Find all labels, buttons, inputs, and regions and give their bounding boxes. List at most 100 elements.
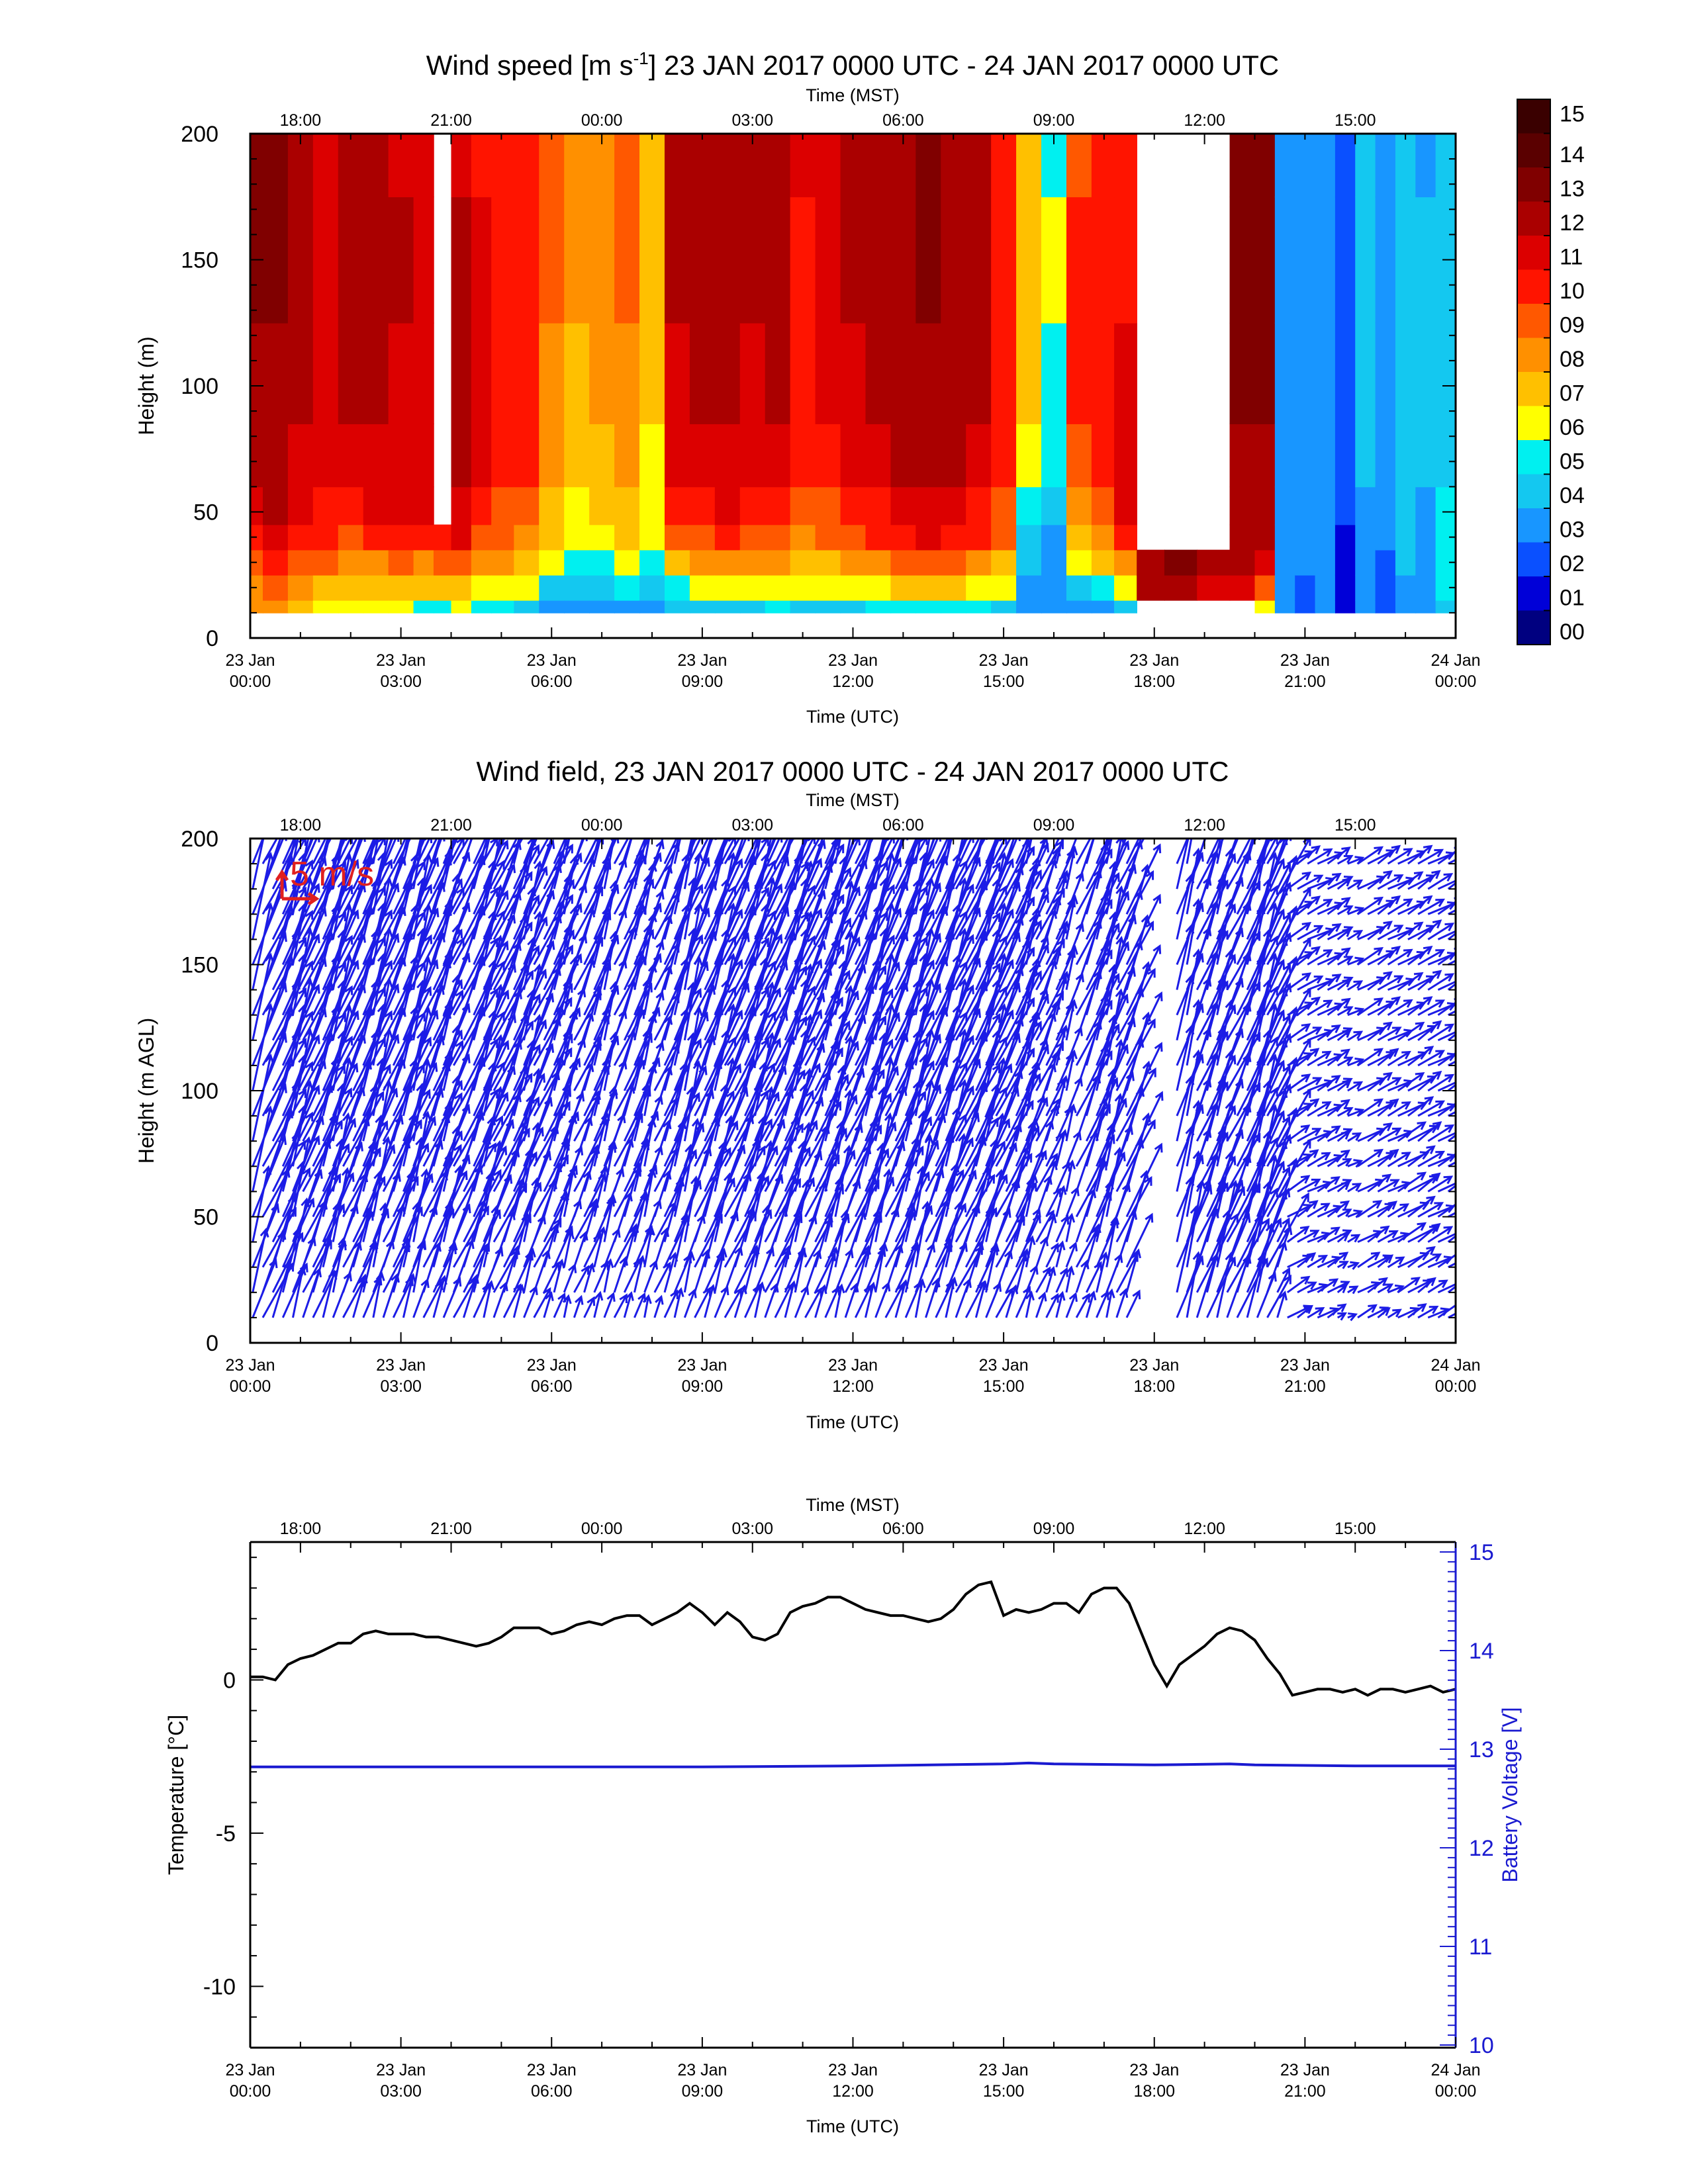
wind-vector-head — [299, 788, 305, 796]
wind-vector-head — [1278, 1290, 1288, 1301]
wind-vector — [704, 1121, 738, 1193]
wind-vector — [533, 1102, 571, 1167]
wind-vector-head — [1270, 935, 1278, 946]
wind-vector-head — [1000, 786, 1006, 794]
wind-vector — [473, 861, 495, 940]
wind-vector — [1276, 938, 1287, 965]
wind-vector — [573, 1149, 598, 1193]
wind-vector-head — [488, 815, 495, 823]
wind-vector — [623, 1163, 640, 1217]
wind-vector — [1065, 1243, 1077, 1268]
wind-vector-head — [1264, 779, 1271, 787]
wind-vector — [382, 839, 393, 864]
wind-vector — [1115, 871, 1154, 940]
wind-vector — [694, 1148, 731, 1218]
heatmap-cell — [865, 486, 892, 525]
wind-vector — [1025, 858, 1039, 915]
heatmap-cell — [1066, 600, 1092, 614]
heatmap-cell — [1041, 134, 1067, 198]
wind-vector-head — [966, 884, 974, 893]
wind-vector — [1297, 1179, 1320, 1193]
wind-vector-head — [926, 959, 935, 970]
wind-vector-head — [338, 813, 345, 821]
wind-vector — [502, 1097, 539, 1167]
wind-vector — [1206, 1106, 1236, 1167]
wind-vector-head — [1276, 908, 1286, 919]
wind-vector — [1096, 1181, 1112, 1242]
heatmap-cell — [790, 134, 816, 198]
wind-vector-head — [1023, 791, 1030, 799]
wind-vector — [332, 839, 344, 864]
wind-vector — [804, 1102, 841, 1167]
wind-vector-head — [1109, 815, 1116, 823]
wind-vector — [323, 762, 357, 839]
wind-vector — [653, 1297, 663, 1318]
wind-vector-head — [802, 1146, 811, 1157]
heatmap-cell — [491, 424, 515, 488]
wind-vector — [252, 853, 272, 940]
wind-vector — [683, 903, 701, 990]
heatmap-cell — [966, 486, 992, 525]
wind-vector — [502, 1246, 519, 1293]
wind-vector — [643, 964, 655, 1015]
wind-vector — [1367, 1226, 1389, 1243]
wind-vector-head — [410, 806, 418, 814]
heatmap-cell — [564, 549, 590, 576]
wind-vector — [824, 1248, 837, 1293]
wind-vector-head — [1282, 1116, 1291, 1126]
heatmap-cell — [589, 574, 615, 601]
wind-vector — [653, 915, 671, 965]
wind-vector — [1065, 1293, 1077, 1318]
wind-vector — [764, 1250, 789, 1293]
x-tick-label: 21:00 — [1284, 672, 1326, 691]
wind-vector — [512, 839, 522, 864]
wind-vector — [733, 1250, 758, 1293]
heatmap-cell — [941, 424, 967, 488]
heatmap-cell — [714, 322, 741, 424]
wind-vector — [1367, 921, 1392, 940]
colorbar-swatch — [1517, 406, 1550, 440]
wind-vector — [653, 1149, 678, 1193]
heatmap-cell — [589, 134, 615, 198]
heatmap-cell — [1016, 322, 1042, 424]
heatmap-cell — [433, 600, 452, 614]
x-tick-label: 23 Jan — [979, 651, 1029, 670]
wind-vector — [1115, 1289, 1127, 1318]
heatmap-cell — [471, 574, 492, 601]
wind-vector — [774, 1175, 796, 1243]
wind-vector — [512, 839, 538, 889]
wind-vector — [1055, 1293, 1064, 1318]
wind-vector — [844, 1250, 869, 1293]
wind-vector — [583, 1234, 602, 1268]
wind-vector — [673, 839, 693, 915]
wind-vector — [1125, 945, 1161, 1016]
wind-vector — [784, 1282, 795, 1318]
wind-vector — [784, 1178, 815, 1243]
wind-vector — [373, 756, 404, 839]
wind-vector — [1317, 1154, 1342, 1167]
heatmap-cell — [589, 424, 615, 488]
wind-vector — [422, 839, 438, 864]
heatmap-cell — [941, 197, 967, 324]
wind-vector — [623, 1224, 637, 1268]
wind-vector-head — [344, 934, 353, 945]
wind-vector-head — [843, 867, 852, 877]
wind-vector-head — [286, 756, 293, 764]
wind-vector — [492, 839, 504, 864]
wind-vector-head — [560, 1154, 569, 1165]
wind-vector-head — [1303, 1304, 1313, 1314]
wind-vector — [633, 1226, 653, 1268]
wind-vector-head — [1257, 805, 1264, 813]
wind-vector — [553, 1192, 567, 1242]
wind-vector — [1186, 1181, 1203, 1267]
wind-vector-head — [299, 804, 306, 812]
wind-vector-head — [761, 839, 769, 846]
heatmap-cell — [664, 524, 690, 551]
wind-vector — [754, 839, 773, 915]
wind-vector — [914, 839, 931, 915]
wind-vector — [1317, 1278, 1338, 1294]
wind-vector — [1045, 1215, 1055, 1243]
heatmap-cell — [815, 134, 841, 198]
heatmap-cell — [1315, 322, 1336, 424]
wind-vector — [553, 839, 568, 889]
